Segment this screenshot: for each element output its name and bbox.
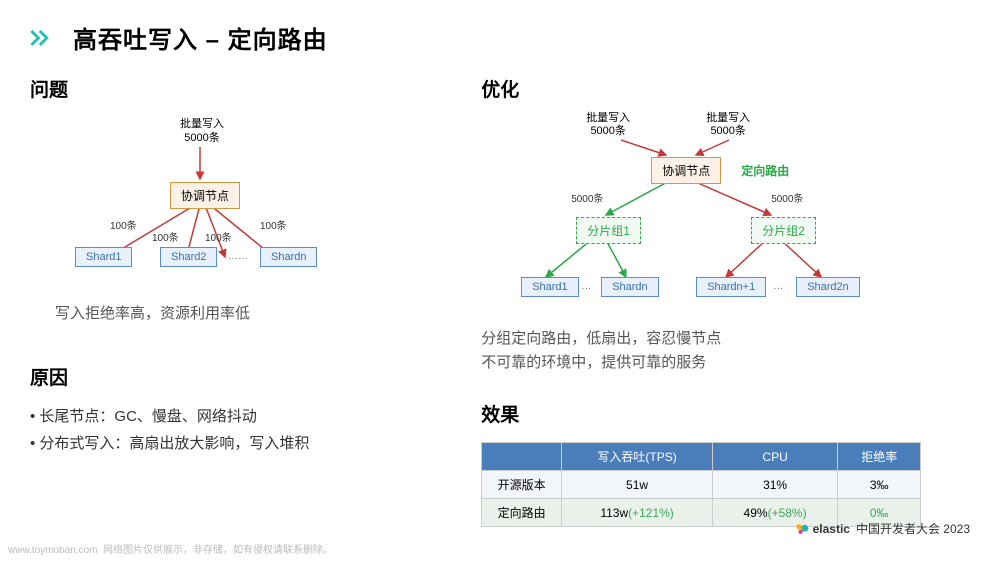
- shard-box: Shardn+1: [696, 277, 766, 297]
- table-header-row: 写入吞吐(TPS) CPU 拒绝率: [482, 443, 921, 471]
- cause-section: 原因 长尾节点：GC、慢盘、网络抖动 分布式写入：高扇出放大影响，写入堆积: [30, 363, 481, 453]
- problem-diagram: 批量写入 5000条 协调节点 100条 100条 100条 100条 Shar…: [50, 117, 370, 297]
- batch-label: 批量写入 5000条: [706, 112, 750, 138]
- optimize-diagram: 批量写入 5000条 批量写入 5000条 协调节点 定向路由 5000条 50…: [481, 112, 921, 322]
- edge-label: 5000条: [771, 190, 803, 205]
- content: 问题 批量写入 5000条 协调节点 100条 100条 100条 100条 S: [0, 65, 1000, 527]
- td: 定向路由: [482, 499, 562, 527]
- elastic-logo-icon: [795, 522, 809, 536]
- batch-label: 批量写入 5000条: [586, 112, 630, 138]
- batch-label: 批量写入 5000条: [180, 117, 224, 146]
- footer: elastic 中国开发者大会 2023: [795, 520, 970, 537]
- td: 113w(+121%): [562, 499, 713, 527]
- shard-box: Shardn: [260, 247, 317, 267]
- cause-item: 分布式写入：高扇出放大影响，写入堆积: [30, 432, 481, 453]
- dots: …: [773, 281, 783, 292]
- shard-group: 分片组2: [751, 217, 816, 244]
- slide-title: 高吞吐写入 – 定向路由: [73, 20, 328, 55]
- td: 开源版本: [482, 471, 562, 499]
- shard-group: 分片组1: [576, 217, 641, 244]
- effect-table: 写入吞吐(TPS) CPU 拒绝率 开源版本 51w 31% 3‰ 定向路由 1…: [481, 442, 921, 527]
- shard-box: Shard2: [160, 247, 217, 267]
- th: 拒绝率: [838, 443, 921, 471]
- route-label: 定向路由: [741, 162, 789, 179]
- slide-header: 高吞吐写入 – 定向路由: [0, 0, 1000, 65]
- right-column: 优化 批量写入 5000条: [481, 65, 970, 527]
- edge-label: 100条: [110, 217, 137, 232]
- dots: …: [581, 281, 591, 292]
- cause-list: 长尾节点：GC、慢盘、网络抖动 分布式写入：高扇出放大影响，写入堆积: [30, 405, 481, 453]
- effect-title: 效果: [481, 400, 970, 427]
- watermark: www.toymoban.com 网络图片仅供展示，非存储，如有侵权请联系删除。: [8, 541, 333, 556]
- th: [482, 443, 562, 471]
- coord-node: 协调节点: [651, 157, 721, 184]
- shard-box: Shard1: [75, 247, 132, 267]
- table-row: 开源版本 51w 31% 3‰: [482, 471, 921, 499]
- cause-item: 长尾节点：GC、慢盘、网络抖动: [30, 405, 481, 426]
- edge-label: 100条: [152, 229, 179, 244]
- coord-node: 协调节点: [170, 182, 240, 209]
- desc-line: 不可靠的环境中，提供可靠的服务: [481, 351, 970, 375]
- footer-brand: elastic: [813, 522, 850, 536]
- problem-desc: 写入拒绝率高，资源利用率低: [55, 302, 481, 323]
- chevron-icon: [30, 28, 58, 48]
- optimize-title: 优化: [481, 75, 970, 102]
- th: CPU: [712, 443, 837, 471]
- th: 写入吞吐(TPS): [562, 443, 713, 471]
- td: 51w: [562, 471, 713, 499]
- shard-box: Shard1: [521, 277, 578, 297]
- left-column: 问题 批量写入 5000条 协调节点 100条 100条 100条 100条 S: [30, 65, 481, 527]
- footer-text: 中国开发者大会 2023: [856, 520, 970, 537]
- problem-title: 问题: [30, 75, 481, 102]
- edge-label: 100条: [205, 229, 232, 244]
- shard-box: Shard2n: [796, 277, 860, 297]
- effect-section: 效果 写入吞吐(TPS) CPU 拒绝率 开源版本 51w 31% 3‰ 定向路…: [481, 400, 970, 527]
- optimize-desc: 分组定向路由，低扇出，容忍慢节点 不可靠的环境中，提供可靠的服务: [481, 327, 970, 375]
- edge-label: 100条: [260, 217, 287, 232]
- dots: ……: [228, 251, 248, 262]
- edge-label: 5000条: [571, 190, 603, 205]
- td: 3‰: [838, 471, 921, 499]
- shard-box: Shardn: [601, 277, 658, 297]
- cause-title: 原因: [30, 363, 481, 390]
- td: 31%: [712, 471, 837, 499]
- desc-line: 分组定向路由，低扇出，容忍慢节点: [481, 327, 970, 351]
